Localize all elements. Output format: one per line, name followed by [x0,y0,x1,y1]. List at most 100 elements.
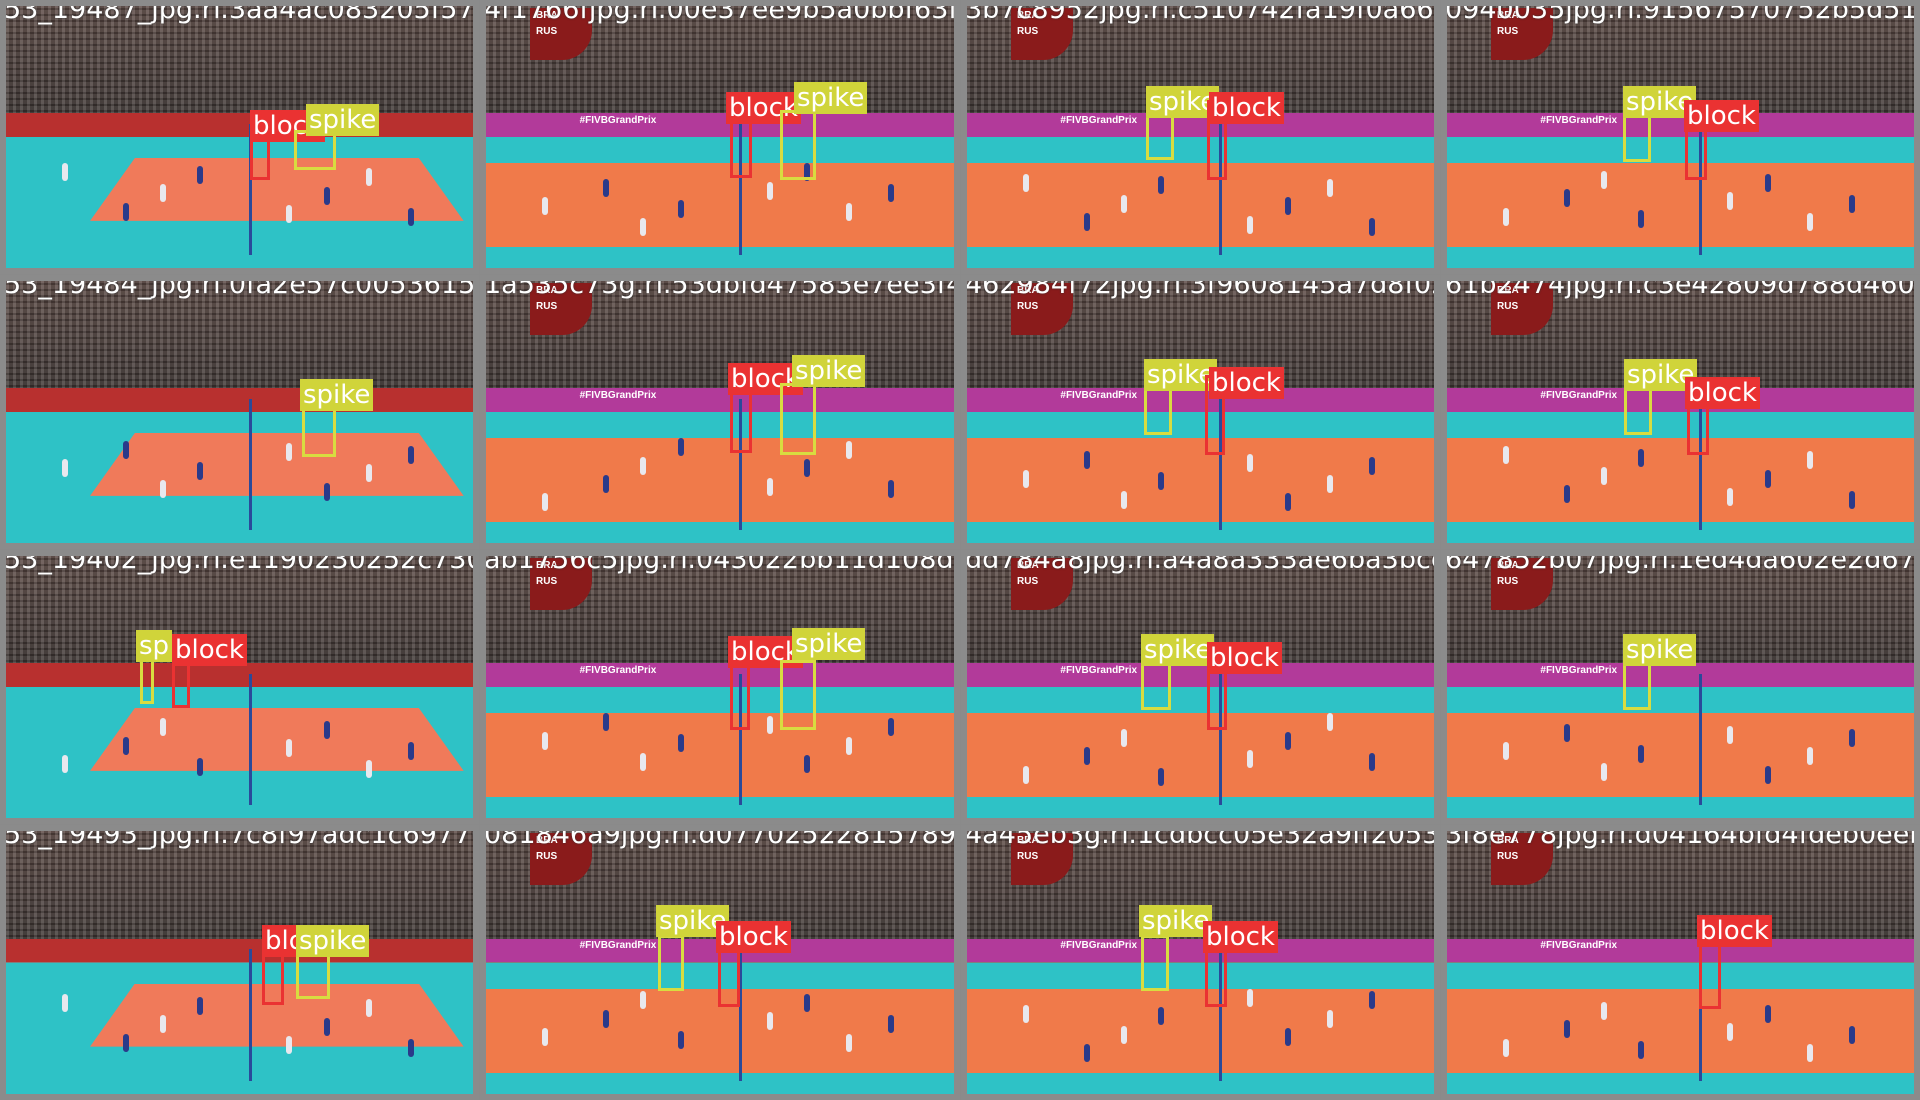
volleyball-court [90,432,464,496]
tile-border [0,275,479,549]
player [766,181,773,200]
player [1247,749,1254,768]
player [1083,451,1090,470]
volleyball-court [967,713,1434,798]
banner-text: #FIVBGrandPrix [1060,114,1138,126]
net-post [248,673,252,805]
player [640,456,647,475]
player [1121,194,1128,213]
frame-image: #FIVBGrandPrix BRA RUS [1447,556,1914,818]
player [62,994,69,1013]
player [407,742,414,761]
ad-banner [1447,113,1914,137]
banner-text: #FIVBGrandPrix [1060,389,1138,401]
net-post [1219,673,1223,805]
ad-banner [967,388,1434,412]
player [1121,728,1128,747]
tile-border [480,550,960,824]
player [1806,747,1813,766]
team-code: BRA [1497,10,1519,21]
player [197,996,204,1015]
player [1121,490,1128,509]
net-post [248,949,252,1081]
player [1083,1044,1090,1063]
player [197,461,204,480]
team-code: RUS [1497,576,1519,587]
player [1284,197,1291,216]
player [1503,207,1510,226]
banner-text: #FIVBGrandPrix [1540,389,1618,401]
image-tile: #FIVBGrandPrix BRA RUS spike block 081846a9jp… [480,825,960,1100]
player [286,1036,293,1055]
image-tile: #FIVBGrandPrix BRA RUS spike block 3b7c8952jp… [961,0,1440,274]
player [677,438,684,457]
player [603,474,609,493]
tile-border [961,550,1440,824]
player [197,757,204,776]
frame-image: #FIVBGrandPrix BRA RUS [1447,281,1914,543]
block-label: block [1207,642,1282,674]
player [542,731,549,750]
player [1601,762,1608,781]
volleyball-court [90,983,464,1047]
ad-banner [967,113,1434,137]
team-code: BRA [536,560,558,571]
player [1326,713,1333,732]
ad-banner [6,663,473,687]
scoreboard: BRA RUS [530,558,592,610]
player [1023,1004,1030,1023]
scoreboard: BRA RUS [1011,558,1073,610]
frame-image: #FIVBGrandPrix BRA RUS [1447,6,1914,268]
frame-image: #FIVBGrandPrix BRA RUS [967,6,1434,268]
player [1848,490,1855,509]
banner-text: #FIVBGrandPrix [1540,664,1618,676]
image-tile: block spike 53_19487_jpg.rf.3aa4ac083205f5… [0,0,479,274]
image-tile: #FIVBGrandPrix BRA RUS spike block 4a45eb3g.r… [961,825,1440,1100]
team-code: BRA [1497,560,1519,571]
team-code: RUS [1017,851,1039,862]
frame-image: #FIVBGrandPrix BRA RUS [486,556,954,818]
player [542,1028,549,1047]
player [1563,1020,1570,1039]
frame-image: #FIVBGrandPrix BRA RUS [1447,831,1914,1094]
scoreboard: BRA RUS [530,8,592,60]
image-tile: spblock53_19402_jpg.rf.e1190230252c7306a… [0,550,479,824]
net-post [248,398,252,530]
block-label: block [1697,915,1772,947]
tile-border [961,275,1440,549]
block-label: block [1684,100,1759,132]
team-code: BRA [1017,560,1039,571]
player [160,480,167,499]
spike-label: spike [296,925,370,957]
player [888,1015,895,1034]
player [122,440,129,459]
player [766,715,773,734]
image-tile: #FIVBGrandPrix BRA RUS spike block 61b2474jpg… [1441,275,1920,549]
player [677,199,684,218]
frame-image: #FIVBGrandPrix BRA RUS [967,281,1434,543]
team-code: RUS [1017,576,1039,587]
team-code: BRA [1497,835,1519,846]
player [888,480,895,499]
player [62,459,69,478]
player [1727,192,1734,211]
player [365,760,372,779]
player [286,205,293,224]
team-code: BRA [536,835,558,846]
player [62,755,69,774]
crowd-stands [6,831,473,950]
block-label: block [1203,921,1278,953]
player [1023,765,1030,784]
player [888,184,895,203]
team-code: RUS [1497,301,1519,312]
frame-image: #FIVBGrandPrix BRA RUS [486,6,954,268]
image-tile: #FIVBGrandPrix BRA RUS spike block 462984f72j… [961,275,1440,549]
player [1023,469,1030,488]
player [1247,988,1254,1007]
team-code: BRA [536,10,558,21]
net-post [1219,123,1223,255]
spike-label: spike [1139,905,1213,937]
player [1563,723,1570,742]
player [365,464,372,483]
banner-text: #FIVBGrandPrix [1540,114,1618,126]
